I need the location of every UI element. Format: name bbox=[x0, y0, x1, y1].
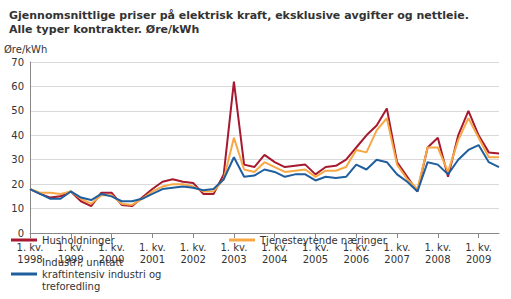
svg-text:1. kv.: 1. kv. bbox=[261, 241, 289, 253]
svg-text:Tjenesteytende næringer: Tjenesteytende næringer bbox=[259, 235, 388, 246]
svg-text:2002: 2002 bbox=[180, 254, 205, 265]
svg-text:Øre/kWh: Øre/kWh bbox=[4, 44, 47, 55]
svg-text:70: 70 bbox=[11, 57, 24, 68]
svg-text:1. kv.: 1. kv. bbox=[384, 242, 411, 253]
svg-text:30: 30 bbox=[11, 154, 24, 165]
svg-text:1. kv.: 1. kv. bbox=[424, 242, 451, 253]
svg-text:1. kv.: 1. kv. bbox=[302, 241, 329, 253]
svg-text:2006: 2006 bbox=[344, 254, 369, 265]
svg-text:1. kv.: 1. kv. bbox=[342, 241, 370, 253]
svg-text:1998: 1998 bbox=[17, 254, 42, 265]
svg-text:2003: 2003 bbox=[221, 254, 246, 265]
svg-text:2007: 2007 bbox=[384, 254, 409, 265]
svg-text:2005: 2005 bbox=[303, 254, 328, 265]
svg-text:treforedling: treforedling bbox=[42, 281, 100, 292]
svg-text:2009: 2009 bbox=[466, 254, 491, 265]
svg-text:50: 50 bbox=[11, 105, 24, 116]
svg-text:0: 0 bbox=[18, 228, 24, 239]
svg-text:1. kv.: 1. kv. bbox=[180, 242, 207, 253]
svg-text:2001: 2001 bbox=[140, 254, 165, 265]
svg-text:60: 60 bbox=[11, 81, 24, 92]
svg-text:10: 10 bbox=[11, 203, 24, 214]
svg-text:40: 40 bbox=[11, 130, 24, 141]
svg-text:2004: 2004 bbox=[262, 254, 287, 265]
svg-text:Husholdninger: Husholdninger bbox=[42, 235, 116, 246]
svg-text:1. kv.: 1. kv. bbox=[57, 241, 85, 253]
svg-text:Industri, unntatt: Industri, unntatt bbox=[42, 257, 126, 268]
svg-text:2008: 2008 bbox=[425, 254, 450, 265]
svg-text:1. kv.: 1. kv. bbox=[98, 241, 125, 253]
svg-text:1. kv.: 1. kv. bbox=[139, 242, 166, 253]
svg-text:Alle typer kontrakter. Øre/kWh: Alle typer kontrakter. Øre/kWh bbox=[9, 23, 199, 36]
svg-text:kraftintensiv industri og: kraftintensiv industri og bbox=[42, 269, 165, 280]
svg-text:1. kv.: 1. kv. bbox=[220, 242, 247, 253]
svg-text:Gjennomsnittlige priser på ele: Gjennomsnittlige priser på elektrisk kra… bbox=[9, 9, 473, 22]
svg-text:20: 20 bbox=[11, 179, 24, 190]
svg-text:1. kv.: 1. kv. bbox=[465, 242, 492, 253]
svg-text:1. kv.: 1. kv. bbox=[17, 242, 44, 253]
